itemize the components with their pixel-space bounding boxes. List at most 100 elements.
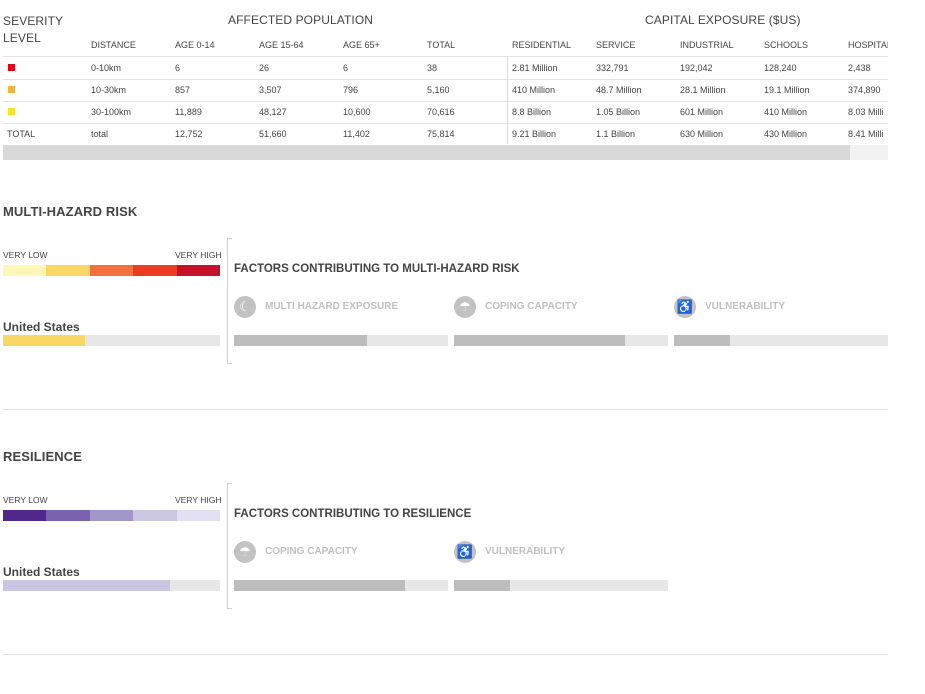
total-label: TOTAL xyxy=(7,129,36,139)
table-cell: 11,402 xyxy=(343,129,370,139)
scale-high-label: VERY HIGH xyxy=(175,495,222,505)
col-distance: DISTANCE xyxy=(91,40,136,50)
factor-bar-fill xyxy=(234,335,367,346)
factor-label: COPING CAPACITY xyxy=(485,301,578,312)
table-cell: 8.03 Milli xyxy=(848,107,884,117)
country-risk-fill xyxy=(3,335,86,346)
column-divider xyxy=(507,56,508,144)
table-cell: 857 xyxy=(175,85,191,95)
table-cell: 12,752 xyxy=(175,129,203,139)
factor-bar xyxy=(674,335,888,346)
col-age-65: AGE 65+ xyxy=(343,40,380,50)
table-cell: 10,600 xyxy=(343,107,371,117)
table-total-row: TOTAL total 12,752 51,660 11,402 75,814 … xyxy=(3,123,888,145)
col-residential: RESIDENTIAL xyxy=(512,40,572,50)
table-cell: 332,791 xyxy=(596,63,629,73)
table-cell: 410 Million xyxy=(512,85,556,95)
table-cell: 430 Million xyxy=(764,129,808,139)
table-cell: 374,890 xyxy=(848,85,881,95)
table-cell: 3,507 xyxy=(259,85,282,95)
table-cell: 70,616 xyxy=(427,107,455,117)
table-cell: 1.1 Billion xyxy=(596,129,636,139)
table-cell: 6 xyxy=(343,63,349,73)
factors-bracket xyxy=(227,483,232,609)
table-cell: 38 xyxy=(427,63,438,73)
table-cell: 11,889 xyxy=(175,107,202,117)
factor-bar-fill xyxy=(674,335,730,346)
col-service: SERVICE xyxy=(596,40,636,50)
table-cell: 601 Million xyxy=(680,107,724,117)
scale-segment xyxy=(89,510,134,521)
scale-segment xyxy=(176,510,221,521)
factor-bar-fill xyxy=(454,580,510,591)
severity-swatch xyxy=(8,108,15,115)
scale-segment xyxy=(133,510,177,521)
table-cell: 192,042 xyxy=(680,63,713,73)
vulnerability-icon: ♿ xyxy=(674,296,696,318)
table-row: 0-10km 6 26 6 38 2.81 Million 332,791 19… xyxy=(3,56,888,80)
table-cell: 8.8 Billion xyxy=(512,107,552,117)
factor-label: VULNERABILITY xyxy=(485,546,565,557)
table-cell: 2.81 Million xyxy=(512,63,558,73)
table-cell: 796 xyxy=(343,85,359,95)
country-label: United States xyxy=(3,320,80,334)
resilience-title: RESILIENCE xyxy=(3,449,83,464)
factors-title: FACTORS CONTRIBUTING TO MULTI-HAZARD RIS… xyxy=(234,263,520,275)
capital-exposure-header: CAPITAL EXPOSURE ($US) xyxy=(645,13,801,27)
col-industrial: INDUSTRIAL xyxy=(680,40,734,50)
table-cell: 1.05 Billion xyxy=(596,107,641,117)
risk-color-scale xyxy=(3,265,221,276)
table-cell: total xyxy=(91,129,109,139)
coping-capacity-icon: ☂ xyxy=(454,296,476,318)
country-resilience-bar xyxy=(3,580,220,591)
table-cell: 51,660 xyxy=(259,129,287,139)
table-cell: 48.7 Million xyxy=(596,85,642,95)
country-risk-bar xyxy=(3,335,220,346)
scale-segment xyxy=(3,510,47,521)
table-cell: 5,160 xyxy=(427,85,450,95)
table-cell: 9.21 Billion xyxy=(512,129,557,139)
scale-high-label: VERY HIGH xyxy=(175,250,222,260)
scrollbar-thumb[interactable] xyxy=(3,145,850,160)
resilience-color-scale xyxy=(3,510,221,521)
table-cell: 0-10km xyxy=(91,63,122,73)
col-age-15-64: AGE 15-64 xyxy=(259,40,304,50)
factor-label: COPING CAPACITY xyxy=(265,546,358,557)
col-hospital: HOSPITAL xyxy=(848,40,888,50)
factor-bar-fill xyxy=(454,335,626,346)
scale-segment xyxy=(46,510,90,521)
factor-label: MULTI HAZARD EXPOSURE xyxy=(265,301,399,312)
factor-bar xyxy=(234,580,448,591)
col-schools: SCHOOLS xyxy=(764,40,809,50)
factors-title: FACTORS CONTRIBUTING TO RESILIENCE xyxy=(234,508,472,520)
table-cell: 10-30km xyxy=(91,85,127,95)
country-label: United States xyxy=(3,565,80,579)
section-divider xyxy=(3,654,888,655)
table-cell: 128,240 xyxy=(764,63,797,73)
country-resilience-fill xyxy=(3,580,171,591)
scale-low-label: VERY LOW xyxy=(3,250,48,260)
table-cell: 410 Million xyxy=(764,107,808,117)
table-row: 10-30km 857 3,507 796 5,160 410 Million … xyxy=(3,79,888,102)
affected-population-header: AFFECTED POPULATION xyxy=(228,13,374,27)
col-age-0-14: AGE 0-14 xyxy=(175,40,215,50)
scale-segment xyxy=(3,265,47,276)
multi-hazard-title: MULTI-HAZARD RISK xyxy=(3,204,138,219)
section-divider xyxy=(3,409,888,410)
scale-segment xyxy=(46,265,90,276)
horizontal-scrollbar[interactable] xyxy=(3,145,888,160)
vulnerability-icon: ♿ xyxy=(454,541,476,563)
factor-bar xyxy=(234,335,448,346)
table-cell: 19.1 Million xyxy=(764,85,810,95)
severity-level-header: SEVERITY LEVEL xyxy=(3,14,64,45)
factor-bar-fill xyxy=(234,580,406,591)
factor-label: VULNERABILITY xyxy=(705,301,785,312)
table-cell: 8.41 Milli xyxy=(848,129,884,139)
scale-segment xyxy=(133,265,177,276)
scale-segment xyxy=(89,265,134,276)
scale-low-label: VERY LOW xyxy=(3,495,48,505)
factor-bar xyxy=(454,580,668,591)
table-cell: 48,127 xyxy=(259,107,287,117)
table-cell: 26 xyxy=(259,63,270,73)
scale-segment xyxy=(176,265,221,276)
